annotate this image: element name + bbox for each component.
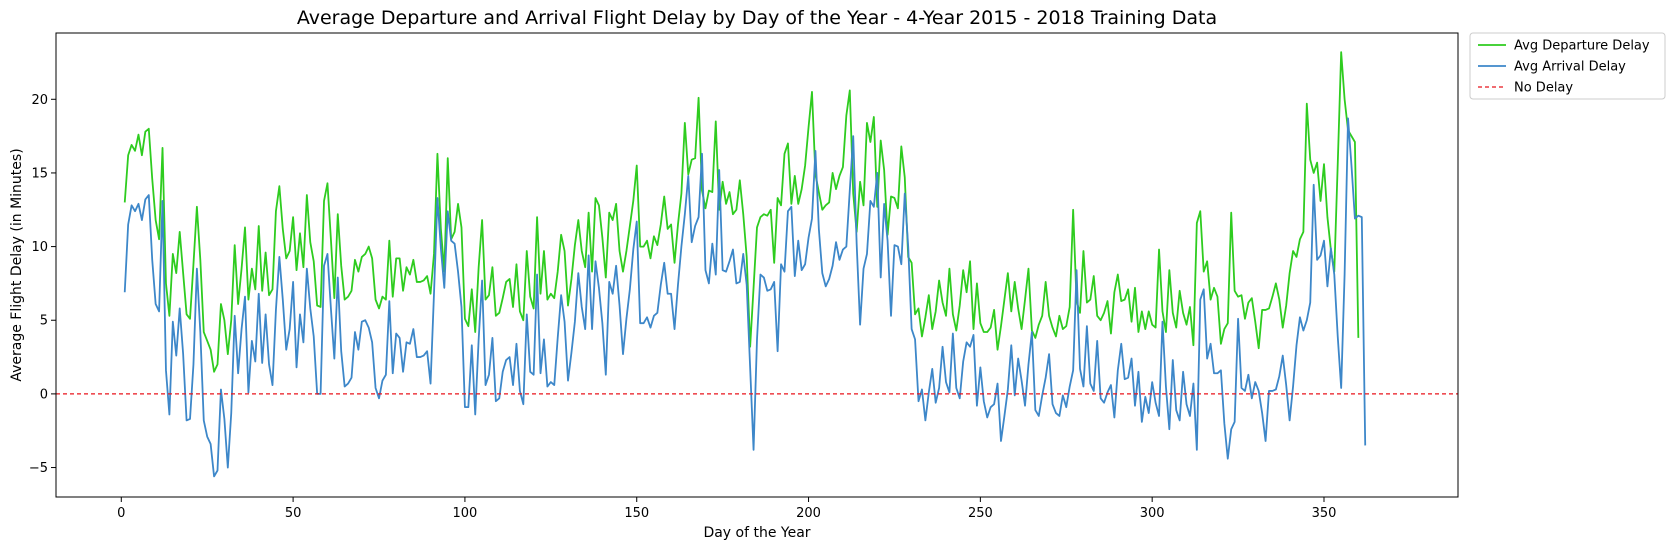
x-tick-label: 350 (1312, 506, 1337, 521)
x-tick-label: 250 (968, 506, 993, 521)
series-line-departure (123, 51, 1360, 373)
y-tick-label: 5 (40, 314, 48, 329)
y-tick-label: −5 (29, 461, 48, 476)
series-line-arrival (123, 117, 1367, 478)
chart-legend: Avg Departure Delay Avg Arrival Delay No D… (1469, 32, 1666, 100)
x-tick-label: 50 (285, 506, 302, 521)
x-tick-label: 200 (796, 506, 821, 521)
legend-box (1469, 32, 1666, 100)
y-tick-label: 10 (31, 240, 48, 255)
y-tick-label: 0 (40, 387, 48, 402)
y-axis: −5 0 5 10 15 20 (29, 93, 56, 476)
x-axis-label: Day of the Year (703, 525, 810, 541)
x-tick-label: 0 (117, 506, 125, 521)
x-tick-label: 300 (1140, 506, 1165, 521)
legend-label: No Delay (1514, 81, 1573, 96)
x-tick-label: 150 (624, 506, 649, 521)
chart-title: Average Departure and Arrival Flight Del… (297, 7, 1217, 29)
x-tick-label: 100 (453, 506, 478, 521)
series-layer (56, 51, 1458, 478)
plot-area-frame (55, 32, 1459, 498)
legend-label: Avg Arrival Delay (1514, 60, 1626, 75)
legend-label: Avg Departure Delay (1514, 39, 1650, 54)
y-tick-label: 20 (31, 93, 48, 108)
y-tick-label: 15 (31, 166, 48, 181)
x-axis: 0 50 100 150 200 250 300 350 (117, 497, 1336, 521)
y-axis-label: Average Flight Delay (in Minutes) (9, 148, 25, 381)
